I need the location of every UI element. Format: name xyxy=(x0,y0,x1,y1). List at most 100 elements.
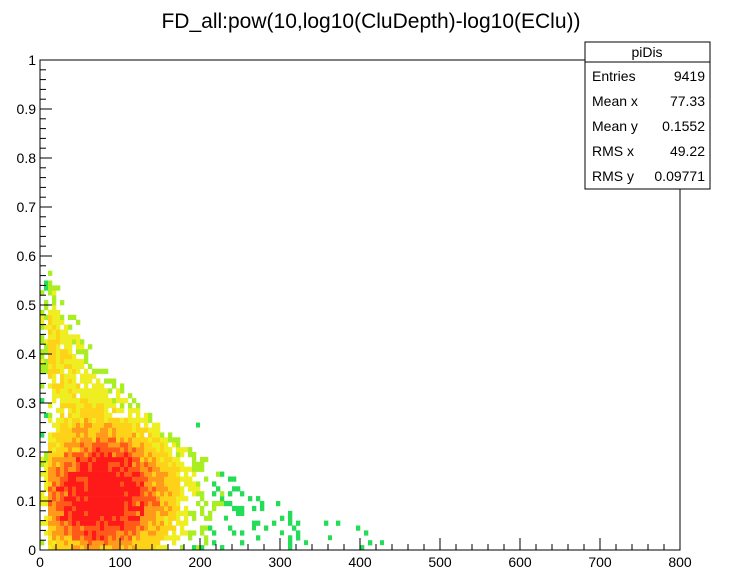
histogram-bin xyxy=(100,456,105,463)
histogram-bin xyxy=(56,461,61,467)
histogram-bin xyxy=(96,427,101,433)
histogram-bin xyxy=(56,383,61,389)
histogram-bin xyxy=(88,515,93,521)
histogram-bin xyxy=(192,452,197,458)
histogram-bin xyxy=(92,417,97,423)
histogram-bin xyxy=(96,422,101,428)
histogram-bin xyxy=(52,505,57,512)
histogram-bin xyxy=(88,540,93,546)
histogram-bin xyxy=(96,520,101,526)
histogram-bin xyxy=(120,417,125,423)
histogram-bin xyxy=(220,496,225,502)
histogram-bin xyxy=(56,324,61,330)
histogram-bin xyxy=(108,461,113,467)
histogram-bin xyxy=(48,491,53,497)
histogram-bin xyxy=(160,510,165,516)
histogram-bin xyxy=(172,515,177,521)
histogram-bin xyxy=(128,412,133,418)
histogram-bin xyxy=(156,510,161,516)
histogram-bin xyxy=(196,461,201,467)
histogram-bin xyxy=(108,447,113,453)
histogram-bin xyxy=(120,520,125,526)
histogram-bin xyxy=(56,466,61,472)
histogram-bin xyxy=(88,388,93,394)
histogram-bin xyxy=(148,520,153,526)
histogram-bin xyxy=(136,540,141,546)
histogram-bin xyxy=(60,456,65,463)
histogram-bin xyxy=(108,456,113,463)
histogram-bin xyxy=(108,417,113,423)
histogram-bin xyxy=(84,466,89,472)
histogram-bin xyxy=(112,496,117,502)
histogram-bin xyxy=(192,466,197,472)
histogram-bin xyxy=(48,403,53,409)
histogram-bin xyxy=(96,501,101,507)
histogram-bin xyxy=(356,525,361,531)
histogram-bin xyxy=(156,447,161,453)
histogram-bin xyxy=(48,510,53,516)
x-tick-label: 200 xyxy=(188,554,212,570)
histogram-bin xyxy=(140,525,145,531)
histogram-bin xyxy=(140,520,145,526)
histogram-bin xyxy=(120,505,125,512)
histogram-bin xyxy=(76,471,81,477)
histogram-bin xyxy=(180,452,185,458)
histogram-bin xyxy=(84,354,89,360)
histogram-bin xyxy=(132,432,137,438)
histogram-bin xyxy=(72,471,77,477)
histogram-bin xyxy=(92,496,97,502)
histogram-bin xyxy=(156,535,161,541)
histogram-bin xyxy=(76,491,81,497)
histogram-bin xyxy=(108,501,113,507)
histogram-bin xyxy=(96,407,101,414)
histogram-bin xyxy=(68,442,73,448)
histogram-bin xyxy=(164,525,169,531)
histogram-bin xyxy=(100,510,105,516)
histogram-bin xyxy=(92,525,97,531)
histogram-bin xyxy=(56,432,61,438)
histogram-bin xyxy=(152,422,157,428)
y-tick-label: 0.4 xyxy=(17,346,37,362)
histogram-bin xyxy=(68,354,73,360)
histogram-bin xyxy=(152,471,157,477)
histogram-bin xyxy=(220,491,225,497)
histogram-bin xyxy=(120,427,125,433)
histogram-bin xyxy=(52,471,57,477)
y-tick-label: 0.2 xyxy=(17,444,37,460)
histogram-bin xyxy=(160,501,165,507)
histogram-bin xyxy=(156,545,161,551)
histogram-bin xyxy=(152,466,157,472)
histogram-bin xyxy=(188,530,193,536)
histogram-bin xyxy=(88,407,93,414)
histogram-bin xyxy=(100,486,105,492)
histogram-bin xyxy=(84,398,89,404)
stats-value-rms-y: 0.09771 xyxy=(654,168,705,184)
histogram-bin xyxy=(64,334,69,340)
histogram-bin xyxy=(172,476,177,482)
histogram-bin xyxy=(44,285,49,291)
histogram-bin xyxy=(68,515,73,521)
histogram-bin xyxy=(140,545,145,551)
histogram-bin xyxy=(84,437,89,443)
histogram-bin xyxy=(180,466,185,472)
histogram-bin xyxy=(104,452,109,458)
histogram-bin xyxy=(100,442,105,448)
histogram-bin xyxy=(72,505,77,512)
histogram-bin xyxy=(168,491,173,497)
histogram-bin xyxy=(180,447,185,453)
histogram-bin xyxy=(48,373,53,379)
histogram-bin xyxy=(100,476,105,482)
histogram-bin xyxy=(60,496,65,502)
histogram-bin xyxy=(208,515,213,521)
histogram-bin xyxy=(172,471,177,477)
histogram-bin xyxy=(64,491,69,497)
histogram-bin xyxy=(44,530,49,536)
histogram-bin xyxy=(296,535,301,541)
histogram-bin xyxy=(96,437,101,443)
histogram-bin xyxy=(100,403,105,409)
histogram-bin xyxy=(48,481,53,487)
histogram-bin xyxy=(60,334,65,340)
histogram-bin xyxy=(236,505,241,512)
histogram-bin xyxy=(256,496,261,502)
histogram-bin xyxy=(52,515,57,521)
